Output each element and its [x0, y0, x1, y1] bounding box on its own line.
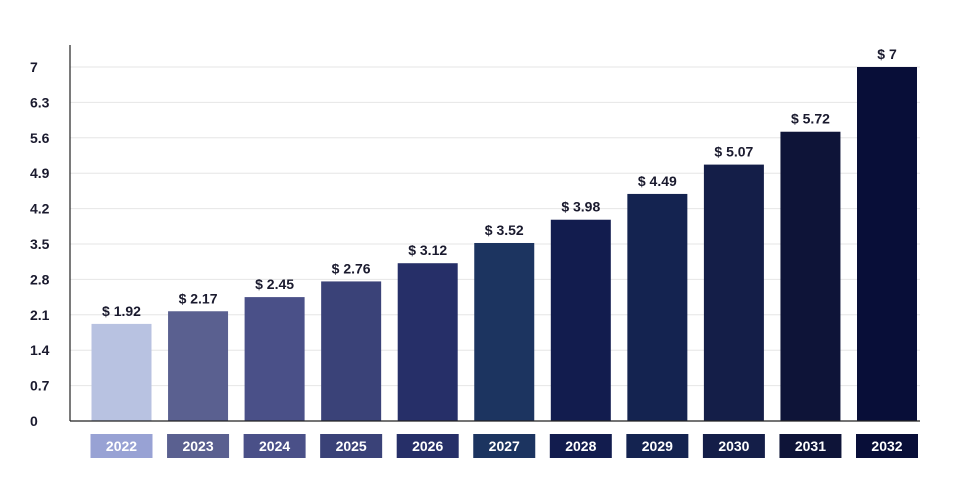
category-label-2030: 2030	[718, 438, 749, 454]
bar-2025	[321, 281, 382, 421]
category-box-2026	[396, 434, 459, 458]
category-box-2027	[473, 434, 536, 458]
y-tick-label: 7	[30, 59, 38, 75]
category-box-2022	[90, 434, 153, 458]
bar-2031	[780, 131, 841, 421]
bar-2024	[244, 297, 305, 421]
data-label-2029: $ 4.49	[638, 173, 677, 189]
category-box-2024	[243, 434, 306, 458]
category-box-2029	[626, 434, 689, 458]
category-box-2023	[167, 434, 230, 458]
y-tick-label: 2.1	[30, 307, 50, 323]
category-label-2022: 2022	[106, 438, 137, 454]
bar-2032	[857, 67, 917, 421]
y-tick-label: 1.4	[30, 342, 50, 358]
y-tick-label: 5.6	[30, 130, 50, 146]
category-box-2032	[856, 434, 918, 458]
bar-2022	[91, 323, 152, 421]
y-tick-label: 4.2	[30, 201, 50, 217]
y-tick-label: 6.3	[30, 94, 50, 110]
y-tick-label: 0	[30, 413, 38, 429]
bar-2029	[627, 193, 688, 421]
bar-2027	[474, 242, 535, 421]
category-label-2028: 2028	[565, 438, 596, 454]
bar-2028	[550, 219, 611, 421]
category-label-2029: 2029	[642, 438, 673, 454]
data-label-2026: $ 3.12	[408, 242, 447, 258]
data-label-2028: $ 3.98	[561, 199, 600, 215]
bar-2026	[397, 263, 458, 421]
category-label-2024: 2024	[259, 438, 290, 454]
category-label-2026: 2026	[412, 438, 443, 454]
bar-2023	[168, 311, 229, 421]
y-tick-labels: 0 0.7 1.4 2.1 2.8 3.5 4.2 4.9 5.6 6.3 7	[30, 59, 50, 429]
data-label-2027: $ 3.52	[485, 222, 524, 238]
category-label-2025: 2025	[336, 438, 367, 454]
data-label-2031: $ 5.72	[791, 111, 830, 127]
data-label-2030: $ 5.07	[714, 144, 753, 160]
bar-2030	[703, 164, 764, 422]
data-labels: $ 1.92 $ 2.17 $ 2.45 $ 2.76 $ 3.12 $ 3.52 $ 3.…	[102, 46, 897, 319]
category-labels: 2022 2023 2024 2025 2026 2027 2028 2029 2030 2031…	[90, 434, 918, 458]
data-label-2032: $ 7	[877, 46, 897, 62]
category-box-2028	[549, 434, 612, 458]
bars	[91, 67, 917, 422]
y-tick-label: 0.7	[30, 378, 50, 394]
category-label-2023: 2023	[182, 438, 213, 454]
data-label-2022: $ 1.92	[102, 303, 141, 319]
y-tick-label: 3.5	[30, 236, 50, 252]
category-label-2031: 2031	[795, 438, 826, 454]
category-box-2031	[779, 434, 842, 458]
category-label-2032: 2032	[871, 438, 902, 454]
data-label-2025: $ 2.76	[332, 260, 371, 276]
data-label-2023: $ 2.17	[179, 290, 218, 306]
category-box-2030	[702, 434, 765, 458]
category-box-2025	[320, 434, 383, 458]
y-tick-label: 4.9	[30, 165, 50, 181]
y-tick-label: 2.8	[30, 271, 50, 287]
category-label-2027: 2027	[489, 438, 520, 454]
data-label-2024: $ 2.45	[255, 276, 294, 292]
